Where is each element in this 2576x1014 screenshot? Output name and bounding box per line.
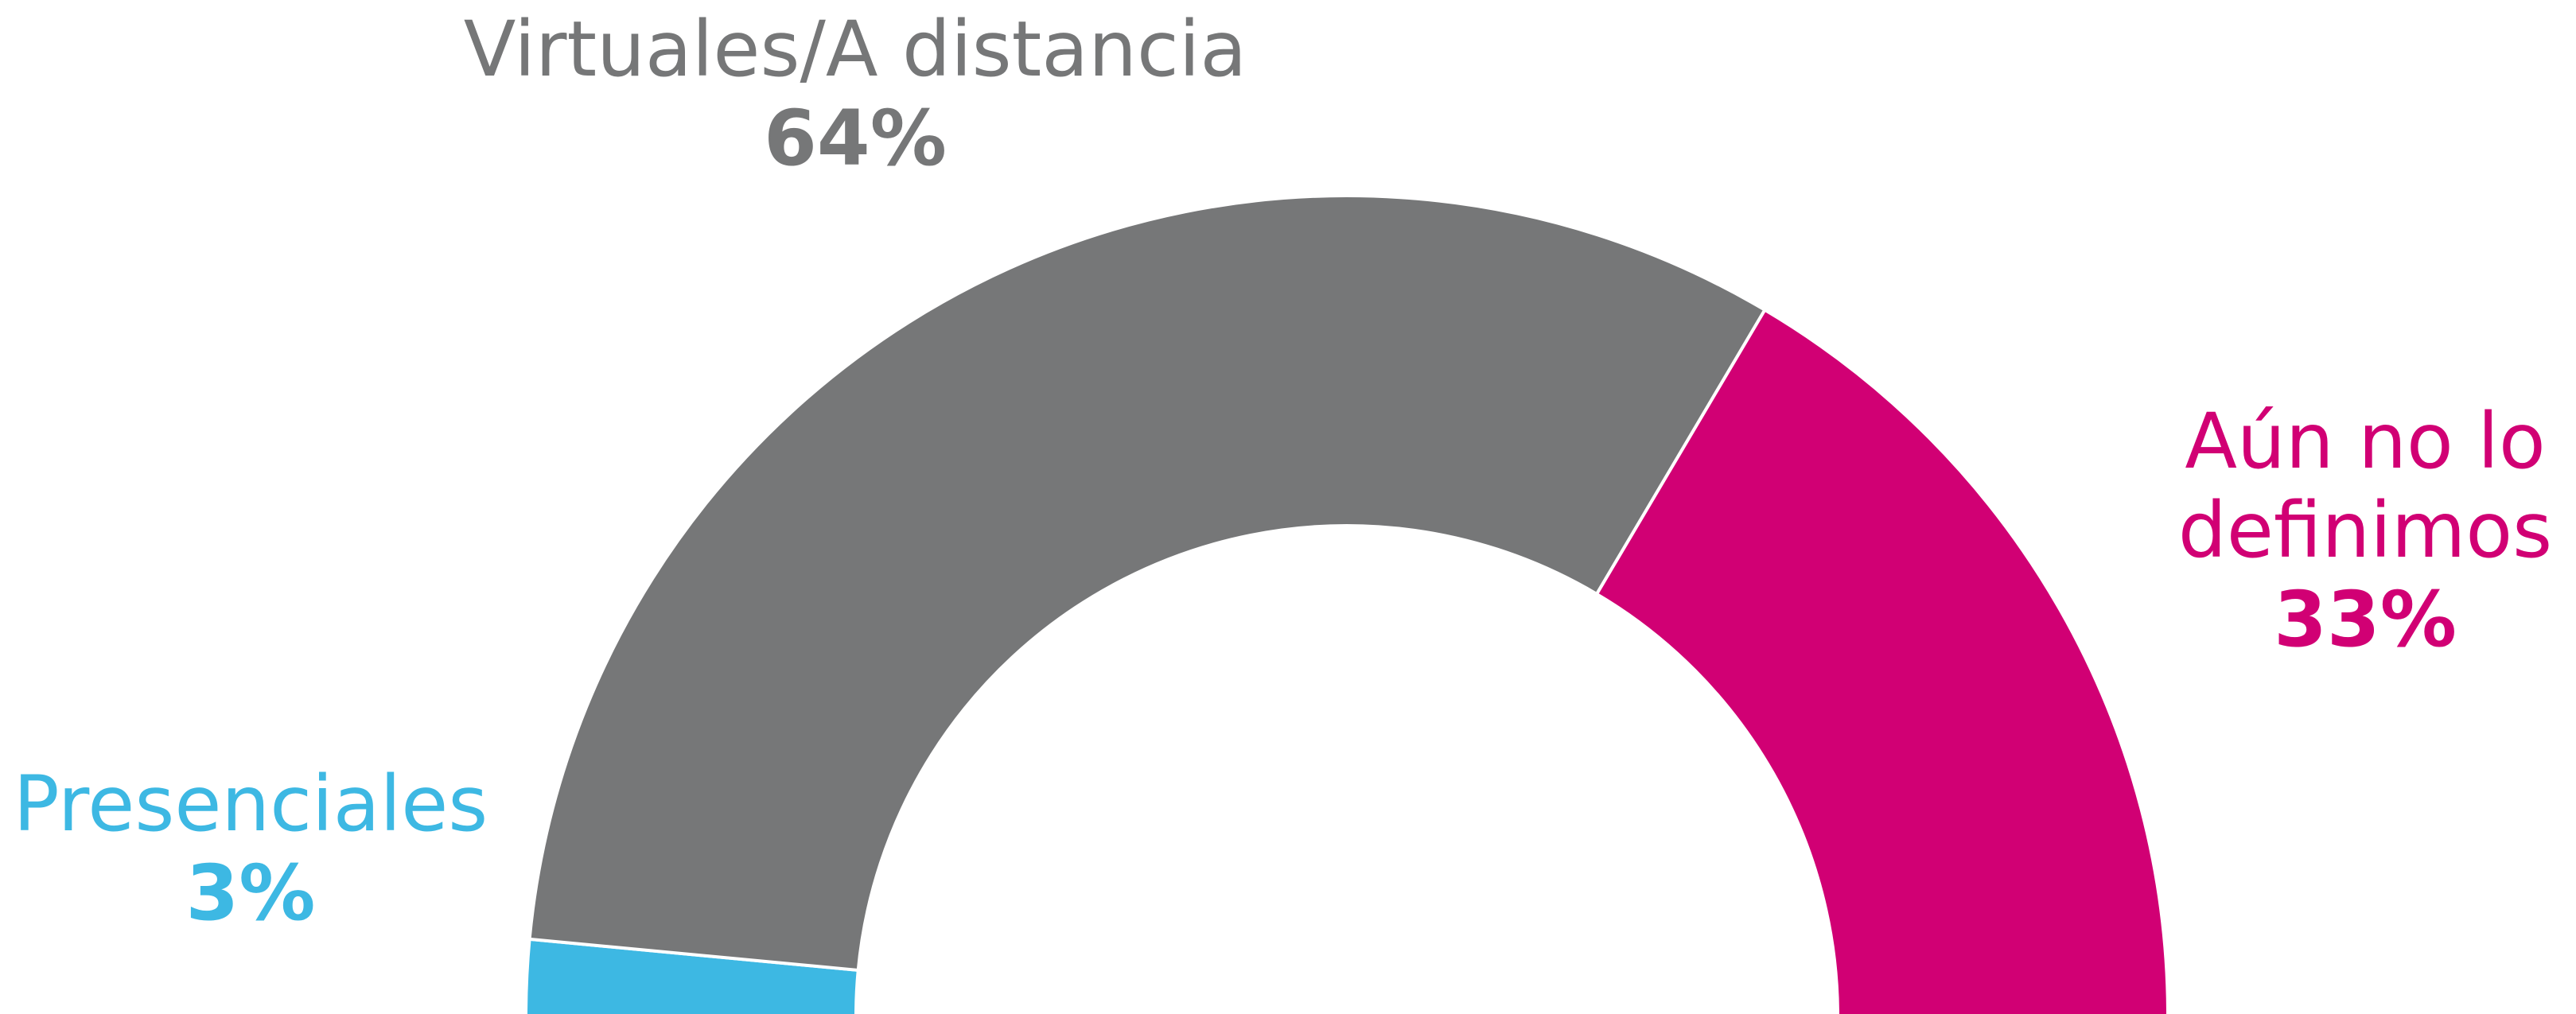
slice-label: Aún no lo definimos 33% [2142, 397, 2576, 664]
category-label: Aún no lo definimos [2177, 397, 2553, 575]
value-label: 33% [2274, 575, 2457, 664]
value-label: 64% [764, 94, 947, 183]
value-label: 3% [185, 849, 316, 938]
slice [527, 194, 1768, 973]
slice-label: Virtuales/A distancia 64% [378, 5, 1333, 183]
slice [1594, 307, 2169, 1014]
slice-label: Presenciales 3% [0, 760, 529, 938]
category-label: Presenciales [13, 760, 488, 849]
category-label: Virtuales/A distancia [463, 5, 1247, 94]
